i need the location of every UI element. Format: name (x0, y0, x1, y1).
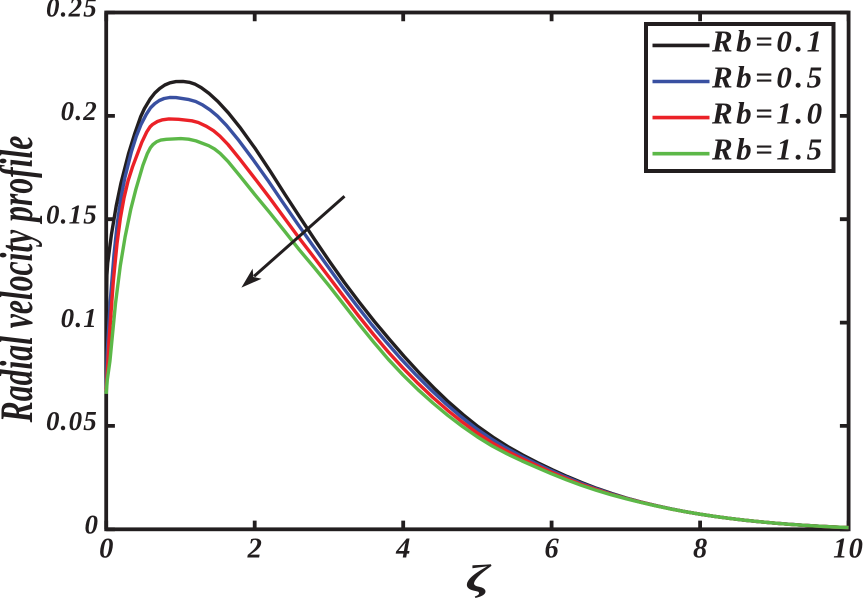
svg-text:0.05: 0.05 (46, 406, 98, 436)
svg-text:0.15: 0.15 (46, 199, 98, 229)
svg-text:10: 10 (833, 534, 863, 565)
svg-text:Radial velocity profile: Radial velocity profile (0, 136, 43, 423)
svg-text:Rb=0.1: Rb=0.1 (711, 23, 826, 58)
svg-text:6: 6 (544, 534, 559, 565)
svg-text:0.1: 0.1 (61, 303, 98, 333)
svg-text:0: 0 (85, 510, 99, 540)
svg-text:4: 4 (395, 534, 410, 565)
svg-text:Rb=1.0: Rb=1.0 (711, 96, 826, 131)
svg-text:0: 0 (99, 534, 113, 565)
svg-text:0.2: 0.2 (61, 96, 98, 126)
svg-text:0.25: 0.25 (46, 0, 98, 23)
svg-text:Rb=1.5: Rb=1.5 (711, 132, 826, 167)
svg-text:2: 2 (247, 534, 262, 565)
svg-text:Rb=0.5: Rb=0.5 (711, 60, 826, 95)
svg-text:ζ: ζ (466, 558, 493, 600)
svg-text:8: 8 (693, 534, 707, 565)
